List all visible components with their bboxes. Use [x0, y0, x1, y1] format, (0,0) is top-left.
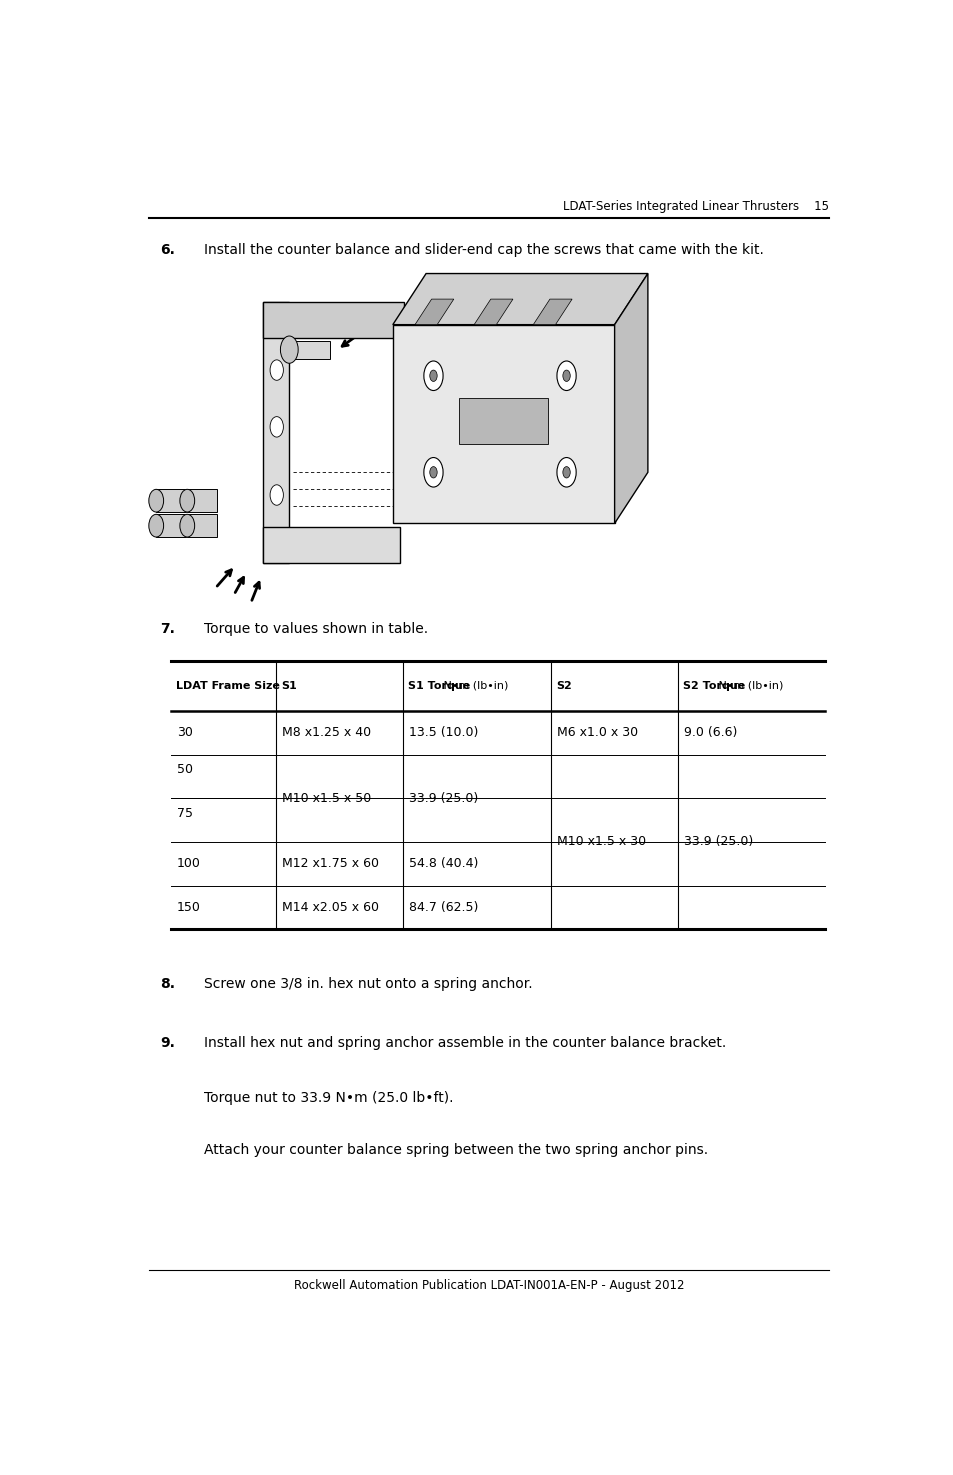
Text: 54.8 (40.4): 54.8 (40.4) — [409, 857, 478, 870]
Polygon shape — [263, 527, 400, 563]
Bar — [156, 490, 186, 512]
Circle shape — [270, 485, 283, 506]
Text: 100: 100 — [176, 857, 200, 870]
Text: 9.0 (6.6): 9.0 (6.6) — [683, 726, 737, 739]
Text: 33.9 (25.0): 33.9 (25.0) — [409, 792, 477, 805]
Circle shape — [429, 370, 436, 382]
Text: S1: S1 — [281, 681, 297, 690]
Text: M12 x1.75 x 60: M12 x1.75 x 60 — [282, 857, 379, 870]
Text: 150: 150 — [176, 901, 200, 914]
Polygon shape — [415, 299, 454, 324]
Text: N•m (lb•in): N•m (lb•in) — [714, 681, 782, 690]
Circle shape — [557, 361, 576, 391]
Polygon shape — [263, 302, 289, 563]
Text: Attach your counter balance spring between the two spring anchor pins.: Attach your counter balance spring betwe… — [204, 1143, 708, 1156]
Circle shape — [270, 416, 283, 437]
Text: M10 x1.5 x 50: M10 x1.5 x 50 — [282, 792, 371, 805]
Text: 75: 75 — [176, 807, 193, 820]
Text: S2: S2 — [556, 681, 571, 690]
Bar — [187, 490, 216, 512]
Text: 9.: 9. — [160, 1037, 174, 1050]
Circle shape — [280, 336, 298, 363]
Polygon shape — [263, 302, 403, 338]
Text: LDAT Frame Size: LDAT Frame Size — [176, 681, 280, 690]
Circle shape — [149, 490, 163, 512]
Circle shape — [562, 466, 570, 478]
Text: S1 Torque: S1 Torque — [408, 681, 470, 690]
Bar — [187, 515, 216, 537]
Circle shape — [180, 515, 194, 537]
Text: M10 x1.5 x 30: M10 x1.5 x 30 — [557, 835, 645, 848]
Text: 33.9 (25.0): 33.9 (25.0) — [683, 835, 752, 848]
Circle shape — [149, 515, 163, 537]
Text: 30: 30 — [176, 726, 193, 739]
Text: M14 x2.05 x 60: M14 x2.05 x 60 — [282, 901, 379, 914]
Text: 7.: 7. — [160, 622, 174, 636]
Text: 8.: 8. — [160, 976, 174, 991]
Circle shape — [423, 361, 442, 391]
Text: Install the counter balance and slider-end cap the screws that came with the kit: Install the counter balance and slider-e… — [204, 243, 763, 257]
Circle shape — [429, 466, 436, 478]
Bar — [289, 341, 330, 358]
Polygon shape — [533, 299, 572, 324]
Text: N•m (lb•in): N•m (lb•in) — [440, 681, 508, 690]
Circle shape — [562, 370, 570, 382]
Circle shape — [180, 490, 194, 512]
Circle shape — [270, 360, 283, 381]
Text: LDAT-Series Integrated Linear Thrusters    15: LDAT-Series Integrated Linear Thrusters … — [562, 199, 828, 212]
Polygon shape — [393, 273, 647, 324]
Text: Torque to values shown in table.: Torque to values shown in table. — [204, 622, 428, 636]
Text: 6.: 6. — [160, 243, 174, 257]
Bar — [459, 398, 547, 444]
Bar — [156, 515, 186, 537]
Text: 13.5 (10.0): 13.5 (10.0) — [409, 726, 478, 739]
Text: 50: 50 — [176, 764, 193, 776]
Text: S2 Torque: S2 Torque — [682, 681, 744, 690]
Text: 84.7 (62.5): 84.7 (62.5) — [409, 901, 478, 914]
Polygon shape — [474, 299, 513, 324]
Circle shape — [423, 457, 442, 487]
Text: Install hex nut and spring anchor assemble in the counter balance bracket.: Install hex nut and spring anchor assemb… — [204, 1037, 726, 1050]
Text: Rockwell Automation Publication LDAT-IN001A-EN-P - August 2012: Rockwell Automation Publication LDAT-IN0… — [294, 1279, 683, 1292]
Text: M8 x1.25 x 40: M8 x1.25 x 40 — [282, 726, 371, 739]
Text: Torque nut to 33.9 N•m (25.0 lb•ft).: Torque nut to 33.9 N•m (25.0 lb•ft). — [204, 1090, 454, 1105]
Text: M6 x1.0 x 30: M6 x1.0 x 30 — [557, 726, 638, 739]
Polygon shape — [614, 273, 647, 524]
Circle shape — [557, 457, 576, 487]
Text: Screw one 3/8 in. hex nut onto a spring anchor.: Screw one 3/8 in. hex nut onto a spring … — [204, 976, 533, 991]
Polygon shape — [393, 324, 614, 524]
